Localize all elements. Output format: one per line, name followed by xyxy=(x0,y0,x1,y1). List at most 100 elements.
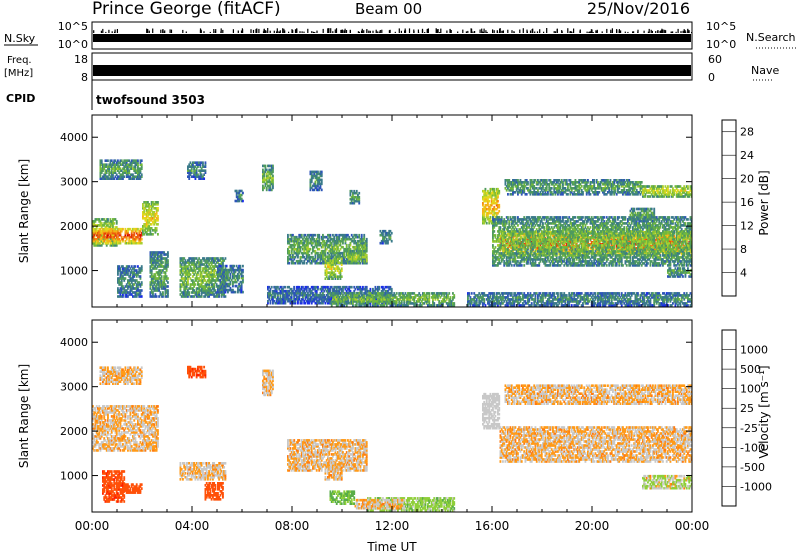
noise-sky-spike xyxy=(263,28,265,33)
heatmap-cell xyxy=(265,180,268,184)
heatmap-cell xyxy=(263,176,266,180)
noise-sky-spike xyxy=(507,29,509,33)
heatmap-cell xyxy=(238,195,241,199)
heatmap-cell xyxy=(320,241,323,245)
heatmap-cell xyxy=(118,175,121,178)
heatmap-cell xyxy=(197,271,199,274)
heatmap-cell xyxy=(182,257,184,260)
heatmap-cell xyxy=(128,293,131,296)
heatmap-cell xyxy=(138,291,141,294)
heatmap-cell xyxy=(188,165,191,168)
heatmap-cell xyxy=(124,271,127,274)
heatmap-cell xyxy=(123,291,126,294)
heatmap-cell xyxy=(140,173,143,176)
heatmap-cell xyxy=(198,175,201,178)
heatmap-cell xyxy=(110,234,113,237)
heatmap-cell xyxy=(199,285,202,288)
heatmap-cell xyxy=(262,172,264,176)
heatmap-cell xyxy=(192,269,194,272)
heatmap-cell xyxy=(119,275,122,278)
heatmap-cell xyxy=(199,279,202,282)
heatmap-cell xyxy=(232,290,234,294)
heatmap-cell xyxy=(120,295,123,298)
heatmap-cell xyxy=(265,182,268,186)
heatmap-cell xyxy=(135,235,138,239)
heatmap-cell xyxy=(294,239,297,243)
heatmap-cell xyxy=(118,283,121,286)
heatmap-cell xyxy=(237,268,239,272)
heatmap-cell xyxy=(113,239,116,243)
heatmap-cell xyxy=(207,257,209,260)
heatmap-cell xyxy=(222,276,224,280)
heatmap-cell xyxy=(157,257,159,260)
heatmap-cell xyxy=(293,243,296,247)
heatmap-cell xyxy=(150,233,153,236)
heatmap-cell xyxy=(303,255,306,259)
noise-sky-spike xyxy=(688,30,690,33)
noise-sky-spike xyxy=(376,31,378,33)
heatmap-cell xyxy=(123,175,126,178)
heatmap-cell xyxy=(269,188,272,192)
heatmap-cell xyxy=(320,251,323,255)
heatmap-cell xyxy=(137,289,139,292)
heatmap-cell xyxy=(100,159,103,162)
heatmap-cell xyxy=(194,293,197,296)
heatmap-cell xyxy=(158,283,161,286)
heatmap-cell xyxy=(118,281,121,284)
heatmap-cell xyxy=(210,285,213,288)
heatmap-cell xyxy=(133,231,136,235)
heatmap-cell xyxy=(315,259,318,263)
heatmap-cell xyxy=(142,229,144,232)
heatmap-cell xyxy=(215,283,218,286)
heatmap-cell xyxy=(240,284,243,288)
heatmap-cell xyxy=(105,239,108,243)
heatmap-cell xyxy=(222,267,224,270)
noise-sky-spike xyxy=(624,31,626,33)
heatmap-cell xyxy=(193,285,196,288)
heatmap-cell xyxy=(305,239,308,243)
heatmap-cell xyxy=(185,283,188,286)
heatmap-cell xyxy=(207,289,209,292)
heatmap-cell xyxy=(157,281,159,284)
heatmap-cell xyxy=(293,257,296,261)
heatmap-cell xyxy=(270,180,273,184)
heatmap-cell xyxy=(195,173,198,176)
heatmap-cell xyxy=(238,197,241,201)
heatmap-cell xyxy=(135,163,138,166)
heatmap-cell xyxy=(154,255,157,258)
heatmap-cell xyxy=(167,291,169,294)
heatmap-cell xyxy=(95,241,98,245)
heatmap-cell xyxy=(115,163,118,166)
heatmap-cell xyxy=(98,218,101,221)
heatmap-cell xyxy=(235,189,238,193)
heatmap-cell xyxy=(149,295,152,298)
noise-sky-spike xyxy=(446,30,448,33)
heatmap-cell xyxy=(262,188,264,192)
noise-sky-spike xyxy=(662,29,664,33)
heatmap-cell xyxy=(150,203,153,206)
noise-sky-spike xyxy=(203,31,205,33)
heatmap-cell xyxy=(217,259,219,262)
heatmap-cell xyxy=(99,167,102,170)
heatmap-cell xyxy=(140,175,143,178)
heatmap-cell xyxy=(159,265,162,268)
heatmap-cell xyxy=(318,233,321,237)
heatmap-cell xyxy=(292,239,294,243)
heatmap-cell xyxy=(294,255,297,259)
heatmap-cell xyxy=(193,269,196,272)
heatmap-cell xyxy=(122,163,124,166)
heatmap-cell xyxy=(160,251,163,254)
heatmap-cell xyxy=(218,290,221,294)
noise-sky-spike xyxy=(513,31,515,33)
heatmap-cell xyxy=(124,295,127,298)
heatmap-cell xyxy=(204,283,207,286)
heatmap-cell xyxy=(187,279,189,282)
heatmap-cell xyxy=(97,241,99,245)
heatmap-cell xyxy=(268,168,271,172)
heatmap-cell xyxy=(270,176,273,180)
noise-sky-spike xyxy=(256,28,258,33)
heatmap-cell xyxy=(100,177,103,180)
heatmap-cell xyxy=(138,295,141,298)
heatmap-cell xyxy=(203,257,206,260)
heatmap-cell xyxy=(124,267,127,270)
